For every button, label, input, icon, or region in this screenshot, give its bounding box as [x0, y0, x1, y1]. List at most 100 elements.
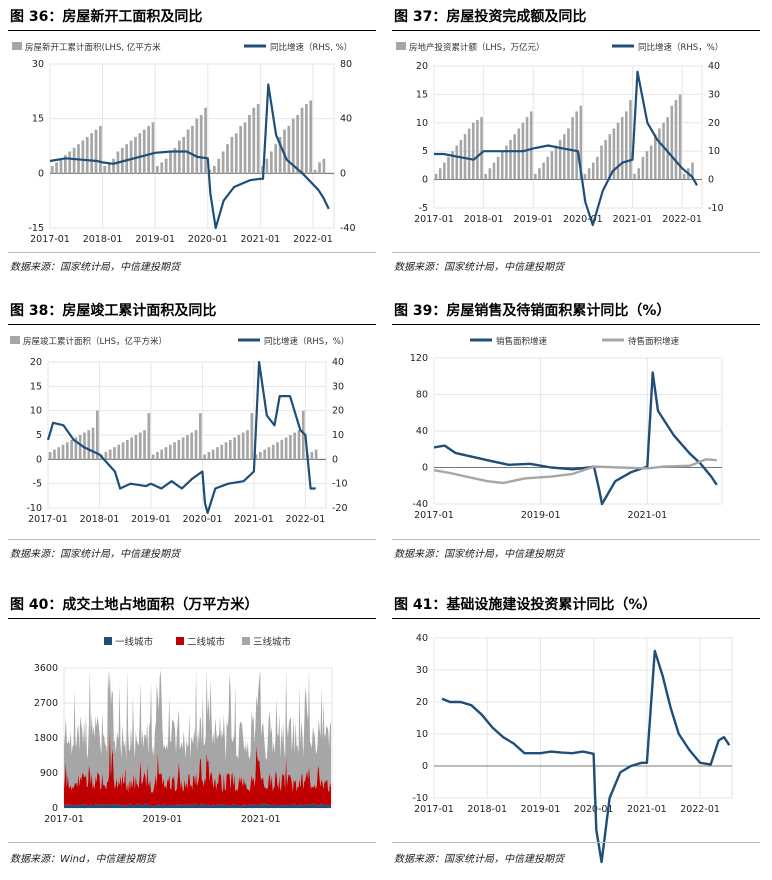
legend-label-2: 三线城市 [253, 636, 292, 648]
bar [177, 439, 181, 460]
bar [134, 435, 138, 460]
bar [662, 122, 665, 180]
bar [666, 117, 669, 180]
right-tick-label: 40 [340, 114, 352, 125]
figure-41-panel: 图 41：基础设施建设投资累计同比（%） -10 0 10 20 30 40 2017-01… [392, 594, 764, 879]
bar [546, 156, 550, 180]
left-tick-label: -10 [26, 503, 42, 514]
y-tick-label: 900 [40, 768, 58, 779]
bar [265, 158, 269, 174]
left-tick-label: 20 [30, 357, 42, 368]
bar [173, 147, 177, 174]
legend-label-1: 同比增速（RHS，%） [638, 42, 723, 53]
figure-41-chart: -10 0 10 20 30 40 2017-01 2018-01 2019-01 2020-01… [412, 633, 733, 864]
bar [645, 151, 649, 180]
bar [108, 449, 112, 460]
bar [164, 447, 168, 460]
figure-37-source: 数据来源：国家统计局，中信建投期货 [394, 262, 564, 273]
bar [246, 430, 249, 460]
right-tick-label: -10 [708, 203, 724, 214]
left-tick-label: 30 [32, 59, 44, 70]
bar [50, 166, 54, 174]
bar [96, 410, 99, 460]
title-rule [392, 324, 760, 325]
bar [587, 168, 591, 180]
left-tick-label: -15 [28, 223, 44, 234]
bar [173, 442, 176, 460]
bar [74, 437, 78, 460]
legend-label-1: 二线城市 [187, 636, 226, 648]
bar [221, 151, 225, 174]
bar [492, 162, 496, 180]
footer-rule [392, 252, 760, 253]
bar [305, 104, 308, 174]
bar [641, 156, 645, 180]
bar [61, 444, 65, 460]
bar [674, 100, 678, 180]
title-rule [8, 324, 376, 325]
bar [164, 158, 168, 174]
bar [113, 447, 116, 460]
bar [91, 427, 95, 460]
bar [691, 162, 694, 180]
bar [472, 122, 475, 180]
bar [271, 444, 275, 460]
y-tick-label: 2700 [34, 698, 58, 709]
title-rule [392, 618, 760, 619]
bar [670, 105, 674, 180]
bar [182, 136, 186, 174]
bar [534, 173, 537, 180]
bar [216, 447, 219, 460]
y-tick-label: 3600 [34, 663, 58, 674]
right-tick-label: 20 [332, 406, 344, 417]
footer-rule [392, 539, 760, 540]
figure-36-chart: 2017-01 2018-01 2019-01 2020-01 2021-01 2022-… [12, 42, 356, 245]
bar [484, 173, 487, 180]
bar [480, 117, 483, 180]
bar [542, 162, 545, 180]
bar [199, 115, 203, 174]
figure-38-panel: 图 38：房屋竣工累计面积及同比 2017-01 2018-01 2019-01 20… [8, 300, 380, 585]
bar [207, 452, 211, 460]
bar [604, 139, 607, 180]
y-tick-label: 80 [416, 390, 428, 401]
bar [682, 173, 686, 180]
bar [53, 449, 56, 460]
right-tick-label: 0 [340, 168, 346, 179]
left-tick-label: 10 [416, 118, 428, 129]
right-tick-label: -20 [332, 503, 348, 514]
figure-36-source: 数据来源：国家统计局，中信建投期货 [10, 262, 180, 273]
bar [234, 133, 238, 174]
bar [85, 136, 89, 174]
legend-swatch-0 [396, 42, 406, 50]
bar [443, 162, 446, 180]
bar [103, 166, 107, 174]
left-tick-label: 15 [32, 114, 44, 125]
footer-rule [392, 842, 760, 843]
bar [237, 435, 241, 460]
bar [87, 430, 91, 460]
bar [637, 168, 641, 180]
bar [156, 452, 159, 460]
figure-38-title: 图 38：房屋竣工累计面积及同比 [10, 303, 217, 319]
bar [500, 151, 504, 180]
x-tick-label: 2021-01 [241, 814, 281, 825]
legend-swatch-0 [104, 637, 112, 645]
plot-area [433, 637, 733, 799]
x-tick-label: 2018-01 [83, 234, 123, 245]
bar [59, 158, 63, 174]
bar [191, 125, 194, 174]
right-tick-label: 30 [332, 381, 344, 392]
bar [529, 111, 533, 180]
bar [447, 156, 450, 180]
legend-label-0: 房地产投资累计额（LHS，万亿元） [409, 42, 545, 53]
left-tick-label: 0 [36, 454, 42, 465]
bar [241, 432, 245, 460]
x-tick-label: 2022-01 [293, 234, 333, 245]
bar [250, 413, 254, 460]
right-tick-label: -40 [340, 223, 356, 234]
bar [142, 129, 146, 174]
bar [571, 117, 574, 180]
figure-38-chart: 2017-01 2018-01 2019-01 2020-01 2021-01 2022-… [10, 336, 349, 525]
x-tick-label: 2017-01 [30, 234, 70, 245]
